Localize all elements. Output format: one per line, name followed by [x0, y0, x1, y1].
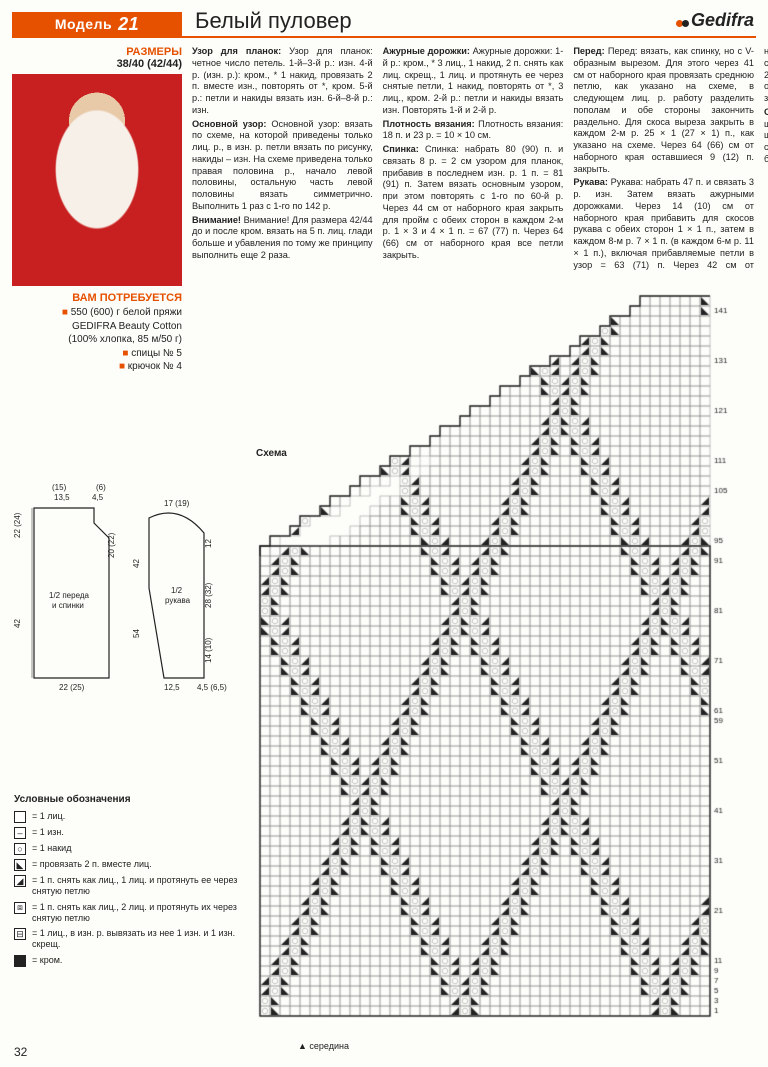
- para-azhur: Ажурные дорожки: Ажурные дорожки: 1-й р.…: [383, 46, 564, 117]
- svg-text:20 (22): 20 (22): [107, 532, 116, 558]
- svg-text:54: 54: [132, 629, 141, 638]
- svg-text:22 (25): 22 (25): [59, 683, 85, 692]
- svg-text:4,5 (6,5): 4,5 (6,5): [197, 683, 227, 692]
- para-pered: Перед: Перед: вязать, как спинку, но с V…: [573, 46, 754, 175]
- p4-text: Ажурные дорожки: 1-й р.: кром., * 3 лиц.…: [383, 46, 564, 115]
- brand-text: Gedifra: [691, 10, 754, 30]
- legend-heading: Условные обозначения: [14, 794, 244, 805]
- para-spinka: Спинка: Спинка: набрать 80 (90) п. и свя…: [383, 144, 564, 262]
- model-badge: Модель 21: [12, 12, 182, 36]
- brand-logo: Gedifra: [676, 10, 754, 32]
- page-title: Белый пуловер: [195, 8, 352, 34]
- legend: Условные обозначения = 1 лиц.–= 1 изн.○=…: [14, 794, 244, 971]
- schematic-diagrams: 13,5 (15) 4,5 (6) 22 (24) 42 20 (22) 22 …: [14, 478, 244, 708]
- svg-text:1/2 переда: 1/2 переда: [49, 591, 90, 600]
- svg-text:12: 12: [204, 539, 213, 548]
- knitting-chart: Схема середина: [258, 294, 754, 1037]
- brand-dots-icon: [676, 11, 689, 32]
- page-number: 32: [14, 1045, 27, 1059]
- chart-grid: [258, 294, 734, 1018]
- p2-text: Основной узор: вязать по схеме, на котор…: [192, 119, 373, 211]
- p1-text: Узор для планок: четное число петель. 1-…: [192, 46, 373, 115]
- svg-text:1/2: 1/2: [171, 586, 183, 595]
- para-osnovnoi: Основной узор: Основной узор: вязать по …: [192, 119, 373, 213]
- svg-text:14 (10): 14 (10): [204, 637, 213, 663]
- svg-text:17 (19): 17 (19): [164, 499, 190, 508]
- body-schematic: 13,5 (15) 4,5 (6) 22 (24) 42 20 (22) 22 …: [14, 483, 116, 692]
- materials-heading: ВАМ ПОТРЕБУЕТСЯ: [12, 292, 182, 304]
- svg-text:(6): (6): [96, 483, 106, 492]
- svg-text:и спинки: и спинки: [52, 601, 84, 610]
- materials-list: ■ 550 (600) г белой пряжиGEDIFRA Beauty …: [12, 306, 182, 374]
- svg-text:(15): (15): [52, 483, 67, 492]
- sizes-value: 38/40 (42/44): [12, 58, 182, 70]
- para-vnimanie: Внимание! Внимание! Для размера 42/44 до…: [192, 215, 373, 262]
- svg-text:4,5: 4,5: [92, 493, 104, 502]
- svg-text:42: 42: [132, 559, 141, 568]
- instruction-columns: Узор для планок: Узор для планок: четное…: [192, 46, 754, 276]
- svg-text:22 (24): 22 (24): [14, 512, 22, 538]
- para-plotnost: Плотность вязания: Плотность вязания: 18…: [383, 119, 564, 143]
- para-uzor-planok: Узор для планок: Узор для планок: четное…: [192, 46, 373, 117]
- badge-prefix: Модель: [55, 16, 112, 32]
- model-photo: [12, 74, 182, 286]
- badge-number: 21: [118, 14, 139, 35]
- p6-text: Спинка: набрать 80 (90) п. и связать 8 р…: [383, 144, 564, 260]
- svg-text:28 (32): 28 (32): [204, 582, 213, 608]
- svg-text:13,5: 13,5: [54, 493, 70, 502]
- svg-text:12,5: 12,5: [164, 683, 180, 692]
- para-sborka: Сборка: Сборка: выполнить плечевые швы; …: [764, 107, 768, 166]
- p7-text: Перед: вязать, как спинку, но с V-образн…: [573, 46, 754, 174]
- svg-text:рукава: рукава: [165, 596, 191, 605]
- chart-midpoint-label: середина: [298, 1041, 349, 1051]
- header-rule: [12, 36, 756, 38]
- sleeve-schematic: 17 (19) 12 28 (32) 14 (10) 42 54 12,5 4,…: [132, 499, 227, 692]
- svg-text:42: 42: [14, 619, 22, 628]
- left-column: РАЗМЕРЫ 38/40 (42/44) ВАМ ПОТРЕБУЕТСЯ ■ …: [12, 46, 182, 374]
- sizes-heading: РАЗМЕРЫ: [12, 46, 182, 58]
